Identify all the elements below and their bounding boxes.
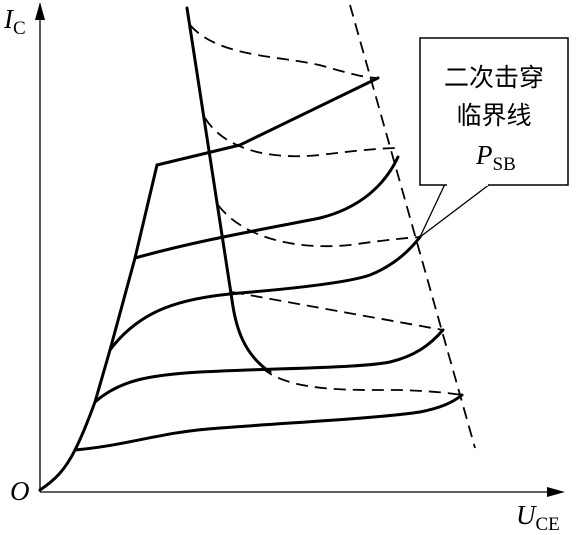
breakdown-line (185, 6, 272, 374)
breakdown-trace-2 (204, 117, 399, 158)
breakdown-trace-1 (189, 24, 379, 79)
label-sub: C (13, 18, 26, 39)
critical-line (349, 4, 476, 449)
callout-pointer (419, 183, 492, 238)
y-axis-label: IC (3, 4, 26, 39)
callout-symbol: PSB (475, 140, 516, 175)
curve-5 (155, 76, 380, 167)
label-main: I (3, 4, 15, 34)
callout-box (419, 37, 569, 186)
curve-2 (93, 328, 445, 404)
origin-label: O (10, 476, 30, 506)
label-main: U (516, 500, 537, 530)
symbol-sub: SB (493, 154, 516, 175)
breakdown-trace-3 (217, 204, 421, 248)
breakdown-trace-4 (231, 291, 444, 331)
breakdown-trace-5 (261, 367, 463, 396)
x-axis-label: UCE (516, 500, 560, 535)
curve-3 (108, 235, 422, 352)
label-sub: CE (536, 514, 560, 535)
callout-line: 二次击穿 (444, 63, 544, 92)
callout-line: 临界线 (456, 101, 531, 130)
symbol-main: P (475, 140, 493, 170)
curve-1 (73, 393, 464, 452)
y-arrow (35, 2, 45, 20)
x-arrow (547, 487, 565, 497)
curve-4 (133, 155, 400, 260)
